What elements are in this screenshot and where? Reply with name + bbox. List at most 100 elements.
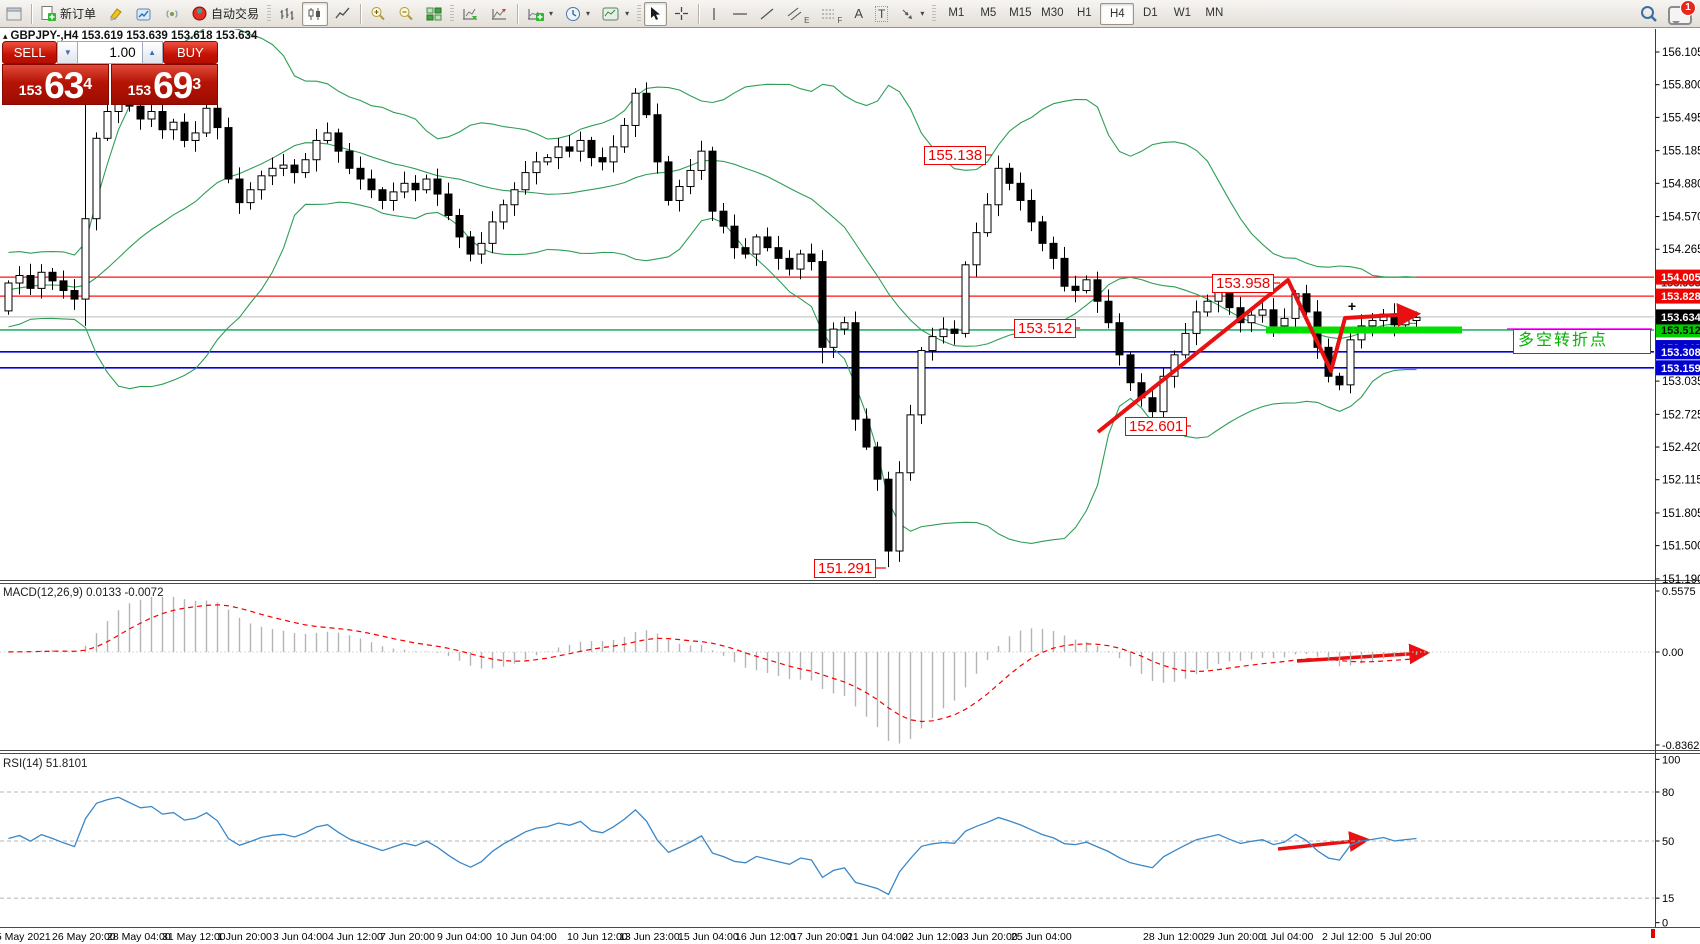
divider — [517, 3, 519, 24]
divider — [360, 3, 362, 24]
chart-shift-button[interactable] — [486, 2, 513, 26]
timeframe-button-M5[interactable]: M5 — [980, 6, 997, 19]
timeframe-button-W1[interactable]: W1 — [1173, 6, 1191, 19]
tile-windows-button[interactable] — [421, 2, 447, 26]
auto-scroll-button[interactable] — [457, 2, 484, 26]
buy-button[interactable]: BUY — [162, 41, 219, 64]
macd-values: 0.0133 -0.0072 — [86, 587, 164, 599]
volume-decrease-button[interactable]: ▼ — [57, 41, 79, 64]
market-depth-icon[interactable] — [131, 2, 157, 26]
new-order-button[interactable]: 新订单 — [36, 2, 101, 26]
plus-marker: + — [1348, 298, 1356, 314]
date-label: 29 Jun 20:00 — [1203, 931, 1264, 943]
volume-input[interactable]: 1.00 — [78, 41, 142, 64]
price-tick-label: 151.190 — [1662, 574, 1700, 586]
sell-price-point: 4 — [83, 76, 93, 93]
autotrade-button[interactable]: 自动交易 — [187, 2, 264, 26]
rsi-scale-label: 50 — [1662, 836, 1674, 848]
price-callout[interactable]: 151.291 — [814, 559, 877, 578]
rsi-arrow — [1277, 831, 1371, 852]
autotrade-label: 自动交易 — [211, 7, 260, 21]
macd-arrow — [1296, 643, 1431, 665]
dropdown-caret: ▾ — [920, 9, 925, 18]
bollinger-bands — [8, 29, 1417, 544]
price-tick-label: 155.495 — [1662, 112, 1700, 124]
toolbar-grip — [637, 4, 642, 23]
timeframe-button-H1[interactable]: H1 — [1076, 6, 1092, 19]
buy-price-button[interactable]: 153 69 3 — [111, 64, 218, 105]
template-button[interactable]: ▾ — [597, 2, 634, 26]
timeframe-button-D1[interactable]: D1 — [1142, 6, 1158, 19]
cursor-tool[interactable] — [644, 1, 668, 26]
date-label: 13 Jun 23:00 — [619, 931, 680, 943]
main-toolbar: 新订单 自动交易 — [0, 0, 1700, 28]
date-label: 7 Jun 20:00 — [380, 931, 435, 943]
line-chart-button[interactable] — [330, 2, 356, 26]
timeframe-button-H4[interactable]: H4 — [1100, 2, 1135, 25]
crosshair-tool[interactable] — [669, 2, 694, 26]
notification-badge[interactable]: 1 — [1680, 0, 1696, 16]
symbol-header[interactable]: ▴ GBPJPY-,H4 153.619 153.639 153.618 153.… — [3, 30, 257, 42]
price-callout[interactable]: 153.512 — [1014, 319, 1077, 338]
price-marker-label: 154.005 — [1661, 272, 1700, 284]
channel-tool[interactable]: E — [782, 2, 814, 26]
price-marker-label: 153.159 — [1661, 363, 1700, 375]
arrows-tool[interactable]: ▾ — [895, 2, 929, 26]
buy-price-point: 3 — [192, 76, 202, 93]
rsi-scale-label: 80 — [1662, 787, 1674, 799]
chart-window-icon[interactable] — [1, 2, 27, 26]
bar-chart-button[interactable] — [274, 2, 300, 26]
horizontal-line-tool[interactable] — [727, 2, 753, 26]
timeframe-button-MN[interactable]: MN — [1205, 6, 1224, 19]
date-label: 1 Jul 04:00 — [1262, 931, 1314, 943]
label-tool[interactable]: T — [870, 2, 893, 26]
date-label: 17 Jun 20:00 — [791, 931, 852, 943]
fibonacci-tool[interactable]: F — [816, 2, 847, 26]
price-marker-label: 153.634 — [1661, 312, 1700, 324]
sell-price-button[interactable]: 153 63 4 — [2, 64, 109, 105]
divider — [31, 3, 32, 24]
pane-frames — [0, 29, 1700, 938]
date-label: 9 Jun 04:00 — [437, 931, 492, 943]
search-icon[interactable] — [1640, 5, 1658, 26]
price-callout[interactable]: 155.138 — [924, 146, 987, 165]
text-tool-glyph: A — [854, 6, 863, 21]
candlestick-chart-button[interactable] — [302, 1, 329, 26]
timeframe-button-M15[interactable]: M15 — [1009, 6, 1032, 19]
price-tick-label: 151.805 — [1662, 508, 1700, 520]
add-indicator-button[interactable]: ▾ — [522, 2, 558, 26]
highlighter-icon[interactable] — [103, 2, 129, 26]
signal-icon[interactable] — [159, 2, 185, 26]
collapse-icon[interactable]: ▴ — [3, 31, 8, 41]
rsi-pane: 100 80 50 15 0 — [0, 754, 1680, 930]
trendline-tool[interactable] — [755, 2, 780, 26]
volume-increase-button[interactable]: ▲ — [141, 41, 163, 64]
date-label: 1 Jun 20:00 — [217, 931, 272, 943]
toolbar-grip — [932, 4, 937, 23]
zoom-out-button[interactable] — [393, 2, 419, 26]
price-axis[interactable]: 156.105 155.800 155.495 155.185 154.880 154.5… — [1655, 47, 1700, 586]
price-tick-label: 155.185 — [1662, 146, 1700, 158]
vertical-line-tool[interactable] — [703, 2, 725, 26]
price-callout[interactable]: 152.601 — [1125, 417, 1188, 436]
macd-label: MACD(12,26,9) 0.0133 -0.0072 — [3, 587, 163, 599]
zoom-in-button[interactable] — [365, 2, 391, 26]
rsi-scale-label: 15 — [1662, 893, 1674, 905]
price-tick-label: 154.265 — [1662, 244, 1700, 256]
timeframe-button-M1[interactable]: M1 — [948, 6, 965, 19]
text-tool[interactable]: A — [849, 2, 868, 26]
chart-annotations: + — [872, 154, 1652, 852]
turning-point-note[interactable]: 多空转折点 — [1513, 329, 1651, 354]
date-label: 2 Jul 12:00 — [1322, 931, 1374, 943]
sell-button[interactable]: SELL — [2, 41, 58, 64]
macd-pane: 0.5575 0.00 -0.8362 — [0, 586, 1699, 752]
date-label: 5 Jul 20:00 — [1380, 931, 1432, 943]
period-clock-button[interactable]: ▾ — [560, 2, 595, 26]
price-tick-label: 152.420 — [1662, 442, 1700, 454]
sell-price-pips: 63 — [44, 65, 84, 106]
price-callout[interactable]: 153.958 — [1212, 274, 1275, 293]
timeframe-button-M30[interactable]: M30 — [1041, 6, 1064, 19]
